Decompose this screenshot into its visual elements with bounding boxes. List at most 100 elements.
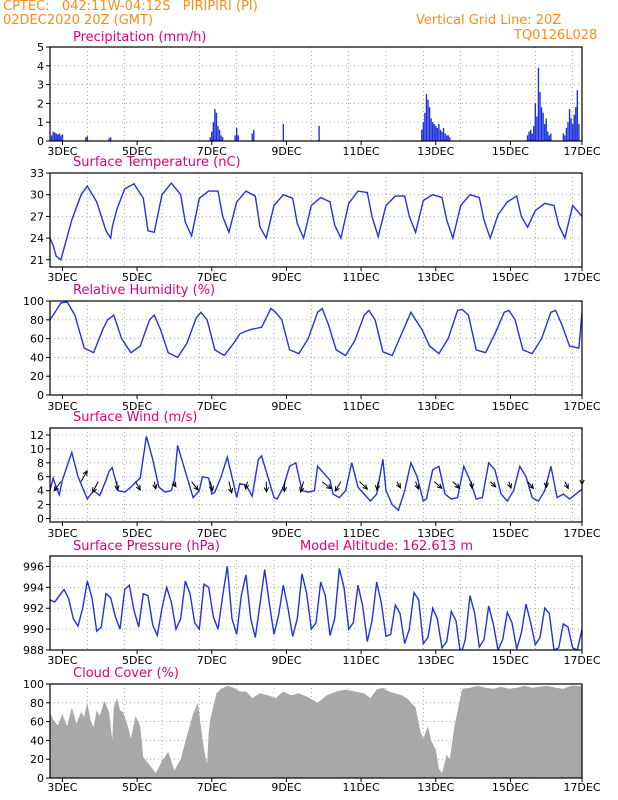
precip-bar	[282, 124, 285, 141]
wind-arrow	[53, 481, 62, 492]
pressure-subtitle: Model Altitude: 162.613 m	[300, 539, 473, 554]
x-tick-label: 11DEC	[343, 781, 380, 794]
wind-arrow-head	[374, 485, 381, 492]
precip-bar	[318, 125, 320, 141]
wind-arrow-head	[171, 481, 177, 488]
precip-bar	[564, 135, 566, 141]
x-tick-label: 9DEC	[271, 527, 301, 540]
precip-bar	[217, 125, 219, 141]
x-tick-label: 9DEC	[271, 145, 301, 158]
pressure-series-line	[50, 566, 582, 650]
precip-bar	[542, 112, 544, 141]
precip-bar	[212, 122, 215, 141]
wind-arrow	[92, 481, 99, 493]
wind-arrow	[80, 470, 88, 482]
x-tick-label: 13DEC	[417, 271, 454, 284]
precip-bar	[234, 135, 236, 141]
y-tick-label: 0	[37, 135, 44, 148]
wind-arrow-head	[208, 485, 214, 492]
wind-arrow	[452, 481, 460, 489]
y-tick-label: 990	[23, 623, 44, 636]
rh-title: Relative Humidity (%)	[73, 283, 215, 298]
wind-arrow-head	[299, 486, 305, 494]
y-tick-label: 1	[37, 116, 44, 129]
y-tick-label: 40	[30, 351, 44, 364]
x-tick-label: 9DEC	[271, 781, 301, 794]
x-tick-label: 15DEC	[492, 400, 529, 413]
x-tick-label: 15DEC	[492, 781, 529, 794]
precip-bar	[61, 134, 64, 141]
wind-arrow-head	[228, 487, 234, 494]
rh-frame	[49, 300, 583, 396]
precip-bar	[548, 135, 551, 141]
precip-bar	[565, 127, 568, 141]
precip-bar	[536, 116, 538, 141]
precip-bar	[442, 127, 445, 141]
wind-arrow-head	[563, 483, 569, 490]
wind-arrow-head	[193, 485, 199, 491]
cloud-area	[50, 685, 582, 778]
y-tick-label: 12	[30, 429, 44, 442]
precip-bar	[436, 127, 439, 141]
wind-arrow	[244, 481, 249, 490]
wind-arrow-head	[325, 483, 332, 490]
x-tick-label: 15DEC	[492, 271, 529, 284]
x-tick-label: 17DEC	[563, 145, 600, 158]
x-tick-label: 5DEC	[122, 654, 152, 667]
precip-bar	[533, 125, 535, 141]
y-tick-label: 100	[23, 295, 44, 308]
x-tick-label: 3DEC	[47, 271, 77, 284]
precip-bar	[57, 134, 59, 141]
wind-arrow-head	[281, 486, 288, 493]
y-tick-label: 60	[30, 716, 44, 729]
precip-bar	[109, 137, 112, 141]
y-tick-label: 6	[37, 471, 44, 484]
wind-series-line	[50, 436, 582, 512]
precip-bar	[431, 122, 434, 141]
precip-bar	[427, 99, 429, 141]
x-tick-label: 17DEC	[563, 781, 600, 794]
wind-title: Surface Wind (m/s)	[73, 410, 197, 425]
y-tick-label: 994	[23, 581, 44, 594]
y-tick-label: 33	[30, 167, 44, 180]
precip-bar	[433, 124, 435, 141]
wind-arrow	[283, 481, 286, 492]
precip-bar	[430, 118, 432, 141]
precip-bar	[540, 107, 543, 141]
x-tick-label: 3DEC	[47, 145, 77, 158]
wind-arrow-head	[263, 487, 270, 494]
temp-series-line	[50, 181, 582, 261]
precip-bar	[528, 131, 530, 141]
precip-bar	[576, 90, 579, 141]
x-tick-label: 11DEC	[343, 654, 380, 667]
x-tick-label: 15DEC	[492, 145, 529, 158]
temp-frame	[49, 172, 583, 268]
y-tick-label: 4	[37, 485, 44, 498]
cloud-title: Cloud Cover (%)	[73, 666, 179, 681]
wind-arrow	[153, 481, 157, 489]
wind-arrow-head	[414, 483, 420, 490]
x-tick-label: 5DEC	[122, 271, 152, 284]
x-tick-label: 3DEC	[47, 400, 77, 413]
wind-arrow-head	[114, 485, 120, 492]
y-tick-label: 2	[37, 499, 44, 512]
x-tick-label: 7DEC	[197, 527, 227, 540]
wind-arrow	[209, 481, 214, 491]
wind-arrow-head	[135, 484, 141, 492]
y-tick-label: 80	[30, 314, 44, 327]
x-tick-label: 5DEC	[122, 527, 152, 540]
x-tick-label: 13DEC	[417, 400, 454, 413]
grid-note: Vertical Grid Line: 20Z	[416, 13, 562, 28]
x-tick-label: 7DEC	[197, 271, 227, 284]
precip-bar	[428, 107, 431, 141]
x-tick-label: 17DEC	[563, 400, 600, 413]
wind-arrow-head	[82, 469, 88, 476]
x-tick-label: 7DEC	[197, 781, 227, 794]
precip-bar	[209, 137, 211, 141]
wind-arrow	[135, 481, 141, 491]
wind-arrow-head	[490, 481, 497, 488]
station-line: CPTEC: 042:11W-04:12S PIRIPIRI (PI)	[3, 0, 258, 14]
date-line: 02DEC2020 20Z (GMT)	[3, 13, 154, 28]
precip-bar	[425, 94, 428, 141]
